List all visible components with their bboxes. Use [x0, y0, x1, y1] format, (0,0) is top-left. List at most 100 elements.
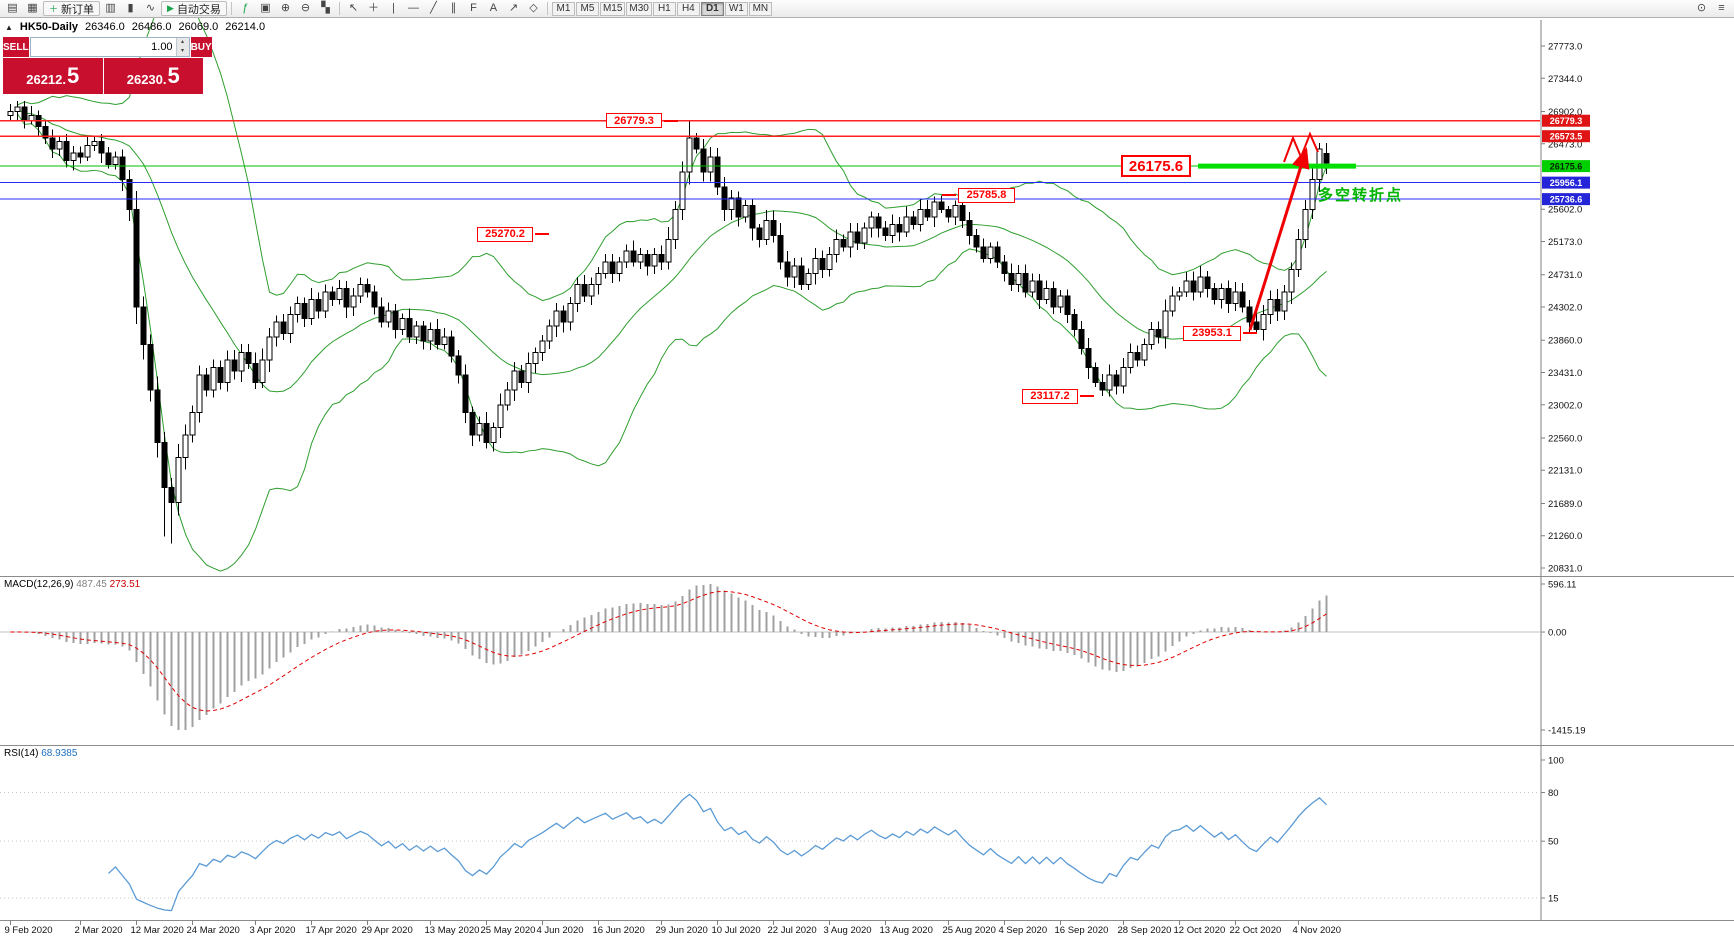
macd-signal-line: [10, 590, 1327, 712]
price-badge: [1542, 160, 1590, 173]
timeframe-button-d1[interactable]: D1: [700, 1, 724, 16]
price-tick-label: 27344.0: [1548, 74, 1582, 85]
trendline-icon[interactable]: ╱: [430, 2, 437, 14]
price-callout-25270.2[interactable]: 25270.2: [477, 226, 533, 242]
quote-close: 26214.0: [225, 21, 266, 33]
time-tick-label: 13 Aug 2020: [880, 925, 933, 936]
text-label-icon[interactable]: A: [489, 2, 498, 14]
bollinger-bands: [17, 0, 1327, 572]
price-tick-label: 22560.0: [1548, 433, 1582, 444]
collapse-arrow-icon[interactable]: ▲: [5, 22, 13, 32]
timeframe-button-mn[interactable]: MN: [748, 1, 772, 16]
timeframe-button-m1[interactable]: M1: [551, 1, 575, 16]
line-chart-mode-icon[interactable]: ∿: [145, 2, 156, 14]
time-tick-label: 25 May 2020: [481, 925, 536, 936]
time-tick-label: 3 Apr 2020: [250, 925, 296, 936]
price-callout-23117.2[interactable]: 23117.2: [1022, 388, 1078, 404]
time-tick-label: 4 Jun 2020: [537, 925, 584, 936]
price-callout-23953.1[interactable]: 23953.1: [1183, 325, 1241, 341]
rsi-panel: 100 80 50 15: [0, 756, 1564, 912]
tile-windows-icon[interactable]: ▚: [321, 2, 330, 14]
volume-increase-button[interactable]: ▴: [176, 38, 189, 47]
price-tick-label: 20831.0: [1548, 564, 1582, 575]
sell-price-frac: 5: [67, 63, 80, 88]
rsi-indicator-label: RSI(14) 68.9385: [4, 748, 77, 759]
price-callout-25785.8[interactable]: 25785.8: [958, 187, 1015, 203]
quote-high: 26486.0: [131, 21, 172, 33]
channel-icon[interactable]: ∥: [450, 2, 457, 14]
price-badge: [1542, 130, 1590, 143]
autotrading-button[interactable]: ▶ 自动交易: [161, 1, 227, 16]
search-icon[interactable]: ⊙: [1696, 2, 1707, 14]
vertical-line-icon[interactable]: |: [392, 2, 395, 14]
macd-main-value: 487.45: [76, 579, 107, 590]
new-chart-icon[interactable]: ▤: [7, 2, 18, 14]
sell-button[interactable]: SELL: [3, 37, 29, 57]
crosshair-icon[interactable]: ＋: [367, 2, 379, 14]
indicators-icon[interactable]: ƒ: [242, 2, 249, 14]
timeframe-button-h4[interactable]: H4: [676, 1, 700, 16]
rsi-line: [108, 793, 1327, 912]
candlestick-mode-icon[interactable]: ▮: [127, 2, 134, 14]
price-badge: [1542, 176, 1590, 189]
callout-tail: [942, 194, 956, 197]
chart-profiles-icon[interactable]: ▦: [27, 2, 38, 14]
time-tick-label: 4 Nov 2020: [1293, 925, 1342, 936]
quote-open: 26346.0: [85, 21, 125, 33]
price-badge-label: 26573.5: [1550, 132, 1583, 142]
volume-decrease-button[interactable]: ▾: [176, 47, 189, 56]
price-tick-label: 23431.0: [1548, 368, 1582, 379]
timeframe-button-h1[interactable]: H1: [652, 1, 676, 16]
price-badge: [1542, 193, 1590, 206]
timeframe-button-m5[interactable]: M5: [575, 1, 599, 16]
turning-point-annotation[interactable]: 多空转折点: [1318, 187, 1404, 204]
price-callout-26779.3[interactable]: 26779.3: [606, 113, 662, 129]
macd-signal-value: 273.51: [109, 579, 141, 590]
horizontal-level-lines[interactable]: [0, 120, 1540, 200]
timeframe-button-w1[interactable]: W1: [724, 1, 748, 16]
timeframe-button-m15[interactable]: M15: [599, 1, 626, 16]
bollinger-upper-band: [17, 0, 1327, 302]
templates-icon[interactable]: ▣: [260, 2, 271, 14]
time-tick-label: 28 Sep 2020: [1118, 925, 1172, 936]
buy-button[interactable]: BUY: [190, 37, 212, 57]
zigzag-annotation[interactable]: [1283, 131, 1319, 163]
buy-price[interactable]: 26230. 5: [103, 58, 203, 94]
zoom-out-icon[interactable]: ⊖: [300, 2, 311, 14]
macd-tick-label: -1415.19: [1548, 726, 1586, 737]
volume-spinner: ▴ ▾: [175, 38, 189, 56]
timeframe-button-m30[interactable]: M30: [626, 1, 652, 16]
macd-tick-label: 0.00: [1548, 628, 1567, 639]
toolbar-separator: [338, 2, 340, 15]
horizontal-line-icon[interactable]: —: [407, 2, 419, 14]
time-tick-label: 24 Mar 2020: [187, 925, 240, 936]
trend-arrow[interactable]: [1248, 147, 1310, 331]
window-menu-icon[interactable]: ≡: [1718, 2, 1725, 14]
price-badge-label: 26779.3: [1550, 116, 1583, 126]
price-callout-26175.6[interactable]: 26175.6: [1121, 155, 1191, 178]
time-tick-label: 22 Oct 2020: [1230, 925, 1282, 936]
new-order-button[interactable]: ＋新订单: [43, 1, 101, 16]
macd-panel: 596.11 0.00 -1415.19: [0, 580, 1586, 737]
cursor-icon[interactable]: ↖: [348, 2, 359, 14]
autotrading-button-label: 自动交易: [176, 3, 221, 16]
price-badge: [1542, 114, 1590, 127]
bar-chart-mode-icon[interactable]: ▥: [105, 2, 116, 14]
rsi-value: 68.9385: [41, 748, 78, 759]
time-tick-label: 29 Jun 2020: [656, 925, 708, 936]
callout-tail: [664, 119, 678, 122]
time-tick-label: 9 Feb 2020: [5, 925, 53, 936]
time-tick-label: 2 Mar 2020: [75, 925, 123, 936]
shapes-icon[interactable]: ◇: [529, 2, 538, 14]
time-tick-label: 4 Sep 2020: [999, 925, 1048, 936]
sell-price[interactable]: 26212. 5: [3, 58, 103, 94]
zoom-in-icon[interactable]: ⊕: [280, 2, 291, 14]
volume-input[interactable]: [30, 38, 176, 56]
macd-indicator-label: MACD(12,26,9) 487.45 273.51: [4, 579, 140, 590]
arrow-object-icon[interactable]: ↗: [508, 2, 519, 14]
toolbar: ▤ ▦ ＋新订单 ▥ ▮ ∿ ▶ 自动交易 ƒ ▣ ⊕ ⊖ ▚ ↖ ＋ | — ╱ ∥ F A ↗ ◇ M1 M5 M15 M30 H…: [0, 0, 1734, 18]
fibonacci-icon[interactable]: F: [470, 2, 477, 14]
price-tick-label: 25173.0: [1548, 237, 1582, 248]
chart-annotations[interactable]: [1198, 131, 1356, 331]
